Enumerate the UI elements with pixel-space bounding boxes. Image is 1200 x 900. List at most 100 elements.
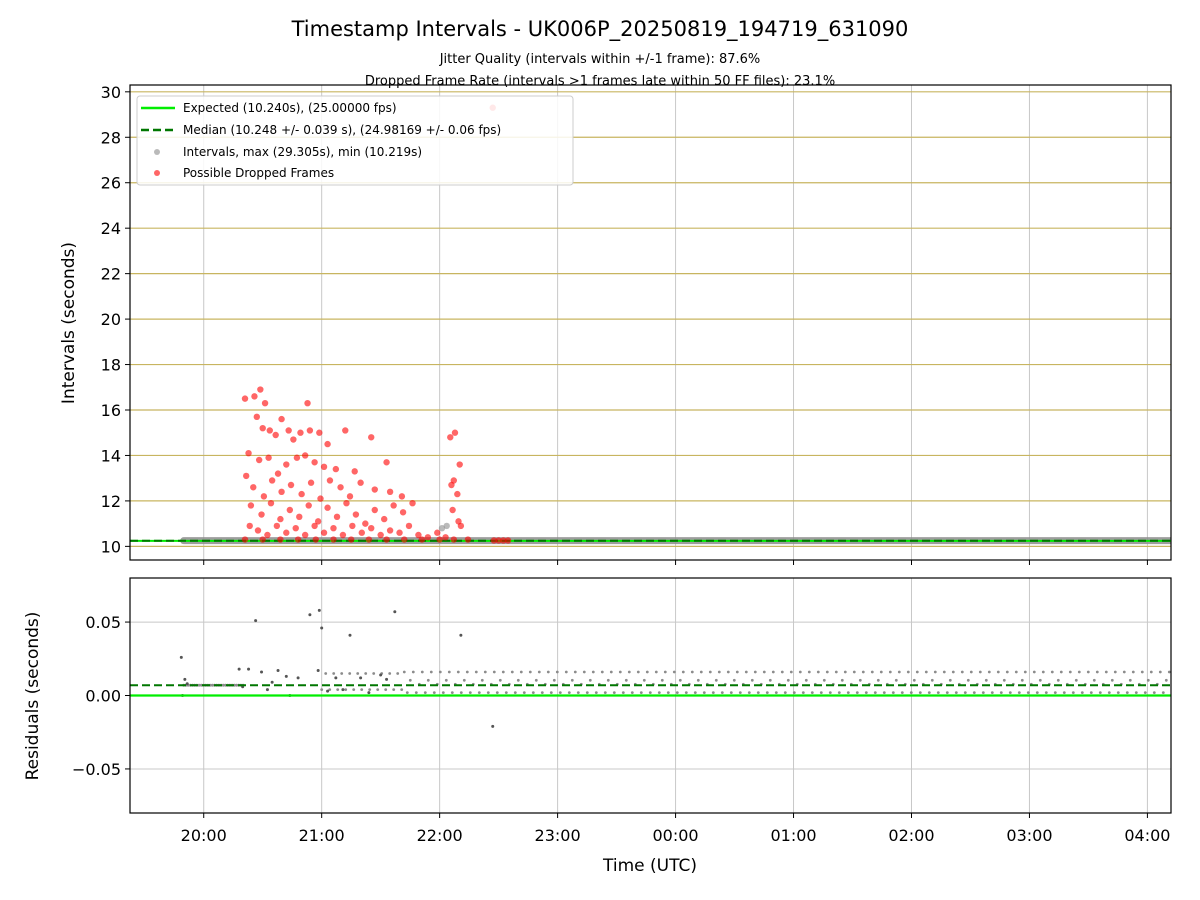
residual-band-point	[963, 691, 967, 694]
figure-subtitle-dropped: Dropped Frame Rate (intervals >1 frames …	[365, 74, 835, 89]
dropped-frame-point-42	[346, 493, 354, 500]
residual-point-3	[185, 682, 189, 686]
residual-band-point	[621, 691, 625, 694]
residual-early-point	[197, 683, 201, 687]
residual-band-point	[483, 670, 487, 674]
dropped-frame-point-13	[297, 429, 304, 436]
dropped-frame-point-107	[436, 536, 443, 543]
residual-band-point	[1143, 691, 1147, 694]
residual-band-point	[900, 691, 904, 694]
intervals-ytick-label-2: 14	[101, 446, 121, 465]
dropped-frame-point-22	[274, 470, 282, 477]
residual-band-point	[645, 670, 649, 674]
residual-band-point	[1023, 670, 1027, 674]
residual-band-point	[534, 678, 538, 682]
dropped-frame-point-21	[265, 454, 272, 461]
intervals-ytick-label-1: 12	[101, 492, 121, 511]
residual-band-point	[951, 670, 955, 674]
dropped-frame-point-108	[450, 536, 458, 543]
residual-band-point	[996, 670, 1000, 674]
residual-band-point	[888, 670, 892, 674]
intervals-plot-frame	[129, 84, 1172, 561]
residual-band-point	[960, 670, 964, 674]
dropped-frame-point-62	[390, 502, 397, 509]
residual-band-point	[717, 670, 721, 674]
residual-band-point	[756, 691, 760, 694]
residual-band-point	[441, 691, 445, 694]
dropped-frame-point-37	[298, 490, 305, 498]
dropped-frame-point-16	[324, 440, 331, 448]
residual-band-point	[1026, 691, 1030, 694]
residual-transition-point	[360, 688, 364, 691]
residual-band-point	[912, 678, 916, 682]
dropped-frame-point-2	[251, 393, 258, 400]
dropped-frame-point-51	[286, 506, 294, 514]
dropped-frame-point-63	[399, 509, 407, 516]
dropped-frame-point-38	[307, 479, 315, 486]
legend-dropped-label: Possible Dropped Frames	[183, 166, 334, 180]
legend-box	[136, 95, 574, 186]
residual-transition-point	[348, 672, 352, 675]
residual-band-point	[537, 670, 541, 674]
residual-point-18	[334, 676, 338, 680]
residual-band-point	[828, 691, 832, 694]
dropped-frame-point-7	[253, 413, 261, 421]
residual-band-point	[990, 691, 994, 694]
residual-band-point	[477, 691, 481, 694]
dropped-frame-point-43	[357, 479, 364, 486]
residual-band-point	[486, 691, 490, 694]
residual-point-20	[359, 676, 363, 680]
dropped-frame-point-88	[451, 429, 459, 436]
residual-band-point	[792, 691, 796, 694]
x-tick-label-0: 20:00	[181, 826, 227, 845]
residual-transition-point	[320, 688, 324, 691]
interval-point-1	[443, 522, 450, 530]
residual-band-point	[816, 670, 820, 674]
residual-band-point	[768, 678, 772, 682]
residual-band-point	[1002, 678, 1006, 682]
residual-band-point	[423, 691, 427, 694]
residual-band-point	[732, 678, 736, 682]
residual-band-point	[504, 691, 508, 694]
residual-band-point	[627, 670, 631, 674]
residual-band-point	[783, 691, 787, 694]
residuals-early-cluster	[182, 672, 404, 691]
dropped-frame-point-102	[347, 536, 355, 543]
residual-band-point	[861, 670, 865, 674]
residual-point-26	[341, 688, 345, 692]
residual-band-point	[798, 670, 802, 674]
dropped-frame-point-97	[259, 536, 266, 543]
residual-band-point	[1095, 670, 1099, 674]
residual-band-point	[1038, 678, 1042, 682]
residual-band-point	[834, 670, 838, 674]
residual-band-point	[954, 691, 958, 694]
dropped-frame-point-69	[283, 529, 290, 536]
residual-band-point	[984, 678, 988, 682]
residual-band-point	[1092, 678, 1096, 682]
residual-band-point	[462, 678, 466, 682]
dropped-frame-point-39	[317, 495, 324, 502]
residual-band-point	[564, 670, 568, 674]
residual-band-point	[402, 670, 406, 674]
residual-band-point	[1020, 678, 1024, 682]
dropped-frame-point-87	[447, 434, 454, 441]
legend: Expected (10.240s), (25.00000 fps) Media…	[136, 95, 574, 186]
legend-intervals-swatch	[154, 149, 160, 155]
residuals-panel: −0.05 0.00 0.05 20:00 21:00 22:00 23:00 00:00 0…	[23, 577, 1172, 876]
x-tick-label-2: 22:00	[417, 826, 463, 845]
residual-band-point	[420, 670, 424, 674]
dropped-frame-point-85	[434, 529, 441, 536]
intervals-y-axis-label: Intervals (seconds)	[59, 242, 79, 404]
residual-band-point	[558, 691, 562, 694]
residual-point-0	[179, 655, 183, 659]
residual-band-point	[933, 670, 937, 674]
x-tick-label-8: 04:00	[1124, 826, 1170, 845]
residual-band-point	[1158, 670, 1162, 674]
residual-band-point	[786, 678, 790, 682]
dropped-frame-point-64	[409, 499, 416, 507]
intervals-ytick-label-8: 26	[101, 174, 121, 193]
dropped-frame-point-83	[415, 531, 422, 539]
residual-band-point	[654, 670, 658, 674]
dropped-frame-point-55	[324, 504, 331, 511]
